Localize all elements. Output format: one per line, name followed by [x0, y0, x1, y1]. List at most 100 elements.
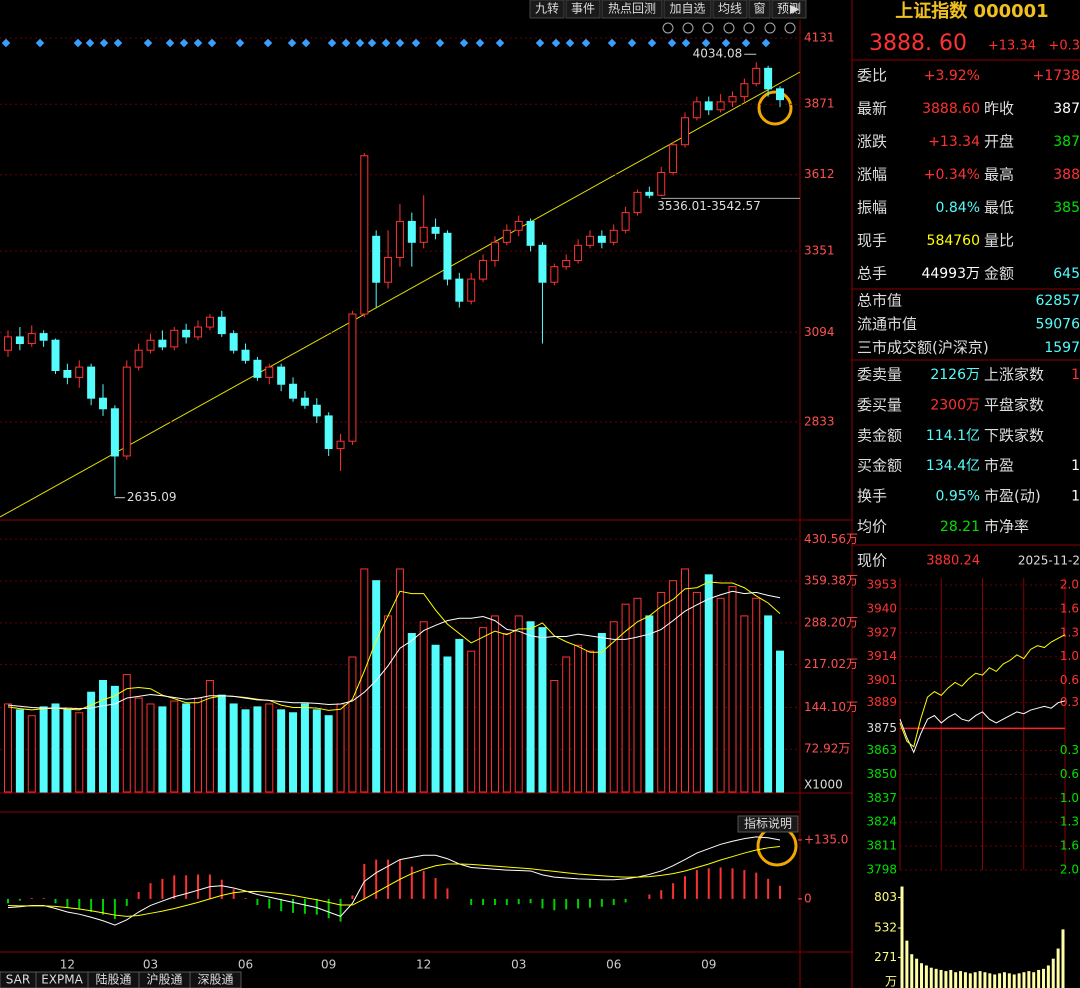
- event-marker[interactable]: [341, 38, 351, 48]
- event-marker[interactable]: [495, 38, 505, 48]
- event-marker[interactable]: [1, 38, 11, 48]
- toolbar-label[interactable]: 事件: [571, 2, 595, 16]
- pct-label: 2.0: [1060, 863, 1079, 877]
- row-label: 下跌家数: [984, 426, 1044, 444]
- volume-bar: [360, 568, 369, 793]
- toolbar-label[interactable]: 预测: [777, 2, 801, 16]
- event-marker[interactable]: [35, 38, 45, 48]
- volume-bar: [39, 706, 48, 793]
- row-value: +13.34: [928, 134, 980, 150]
- toolbar-arrow[interactable]: ▶: [790, 2, 800, 16]
- candle-body: [776, 88, 784, 101]
- toolbar-button[interactable]: [771, 0, 807, 19]
- macd-line: [7, 846, 781, 917]
- note[interactable]: 指标说明: [744, 816, 792, 831]
- event-marker[interactable]: [327, 38, 337, 48]
- event-marker[interactable]: [381, 38, 391, 48]
- tab-label[interactable]: EXPMA: [41, 973, 83, 987]
- icon[interactable]: [784, 22, 796, 34]
- tab-label[interactable]: 沪股通: [146, 973, 182, 987]
- event-marker[interactable]: [165, 38, 175, 48]
- icon[interactable]: [662, 22, 674, 34]
- y-tick-label: 144.10万: [804, 700, 858, 714]
- x-tick-label: 09: [701, 958, 716, 972]
- event-marker[interactable]: [287, 38, 297, 48]
- toolbar-label[interactable]: 均线: [718, 2, 742, 16]
- icon[interactable]: [764, 22, 776, 34]
- pct-label: 1.0: [1060, 649, 1079, 663]
- row-label: 卖金额: [857, 426, 902, 444]
- row-value: 28.21: [940, 519, 980, 535]
- toolbar-label[interactable]: 九转: [535, 1, 559, 16]
- toolbar-button[interactable]: [601, 0, 663, 19]
- event-marker[interactable]: [99, 38, 109, 48]
- volume-bar: [692, 591, 701, 793]
- row-value: 645: [1053, 266, 1080, 282]
- icon[interactable]: [743, 22, 755, 34]
- volume-bar: [122, 674, 131, 793]
- tool-icons[interactable]: [662, 22, 796, 34]
- annotation: 2635.09: [127, 490, 177, 504]
- tab-label[interactable]: 陆股通: [95, 972, 131, 987]
- y-tick-label: 3901: [866, 673, 897, 687]
- toolbar-label[interactable]: 热点回测: [608, 2, 656, 16]
- event-marker[interactable]: [143, 38, 153, 48]
- pct-label: 1.6: [1060, 601, 1079, 615]
- tab[interactable]: [189, 971, 242, 988]
- event-marker[interactable]: [207, 38, 217, 48]
- event-marker[interactable]: [395, 38, 405, 48]
- unit-label: 万: [885, 975, 897, 988]
- toolbar-button[interactable]: [565, 0, 601, 19]
- row-label: 最低: [984, 199, 1014, 217]
- tab-label[interactable]: 深股通: [197, 973, 233, 987]
- toolbar-button[interactable]: [529, 0, 565, 19]
- toolbar-button[interactable]: [712, 0, 748, 19]
- event-marker[interactable]: [355, 38, 365, 48]
- icon[interactable]: [682, 22, 694, 34]
- pct-label: 1.3: [1060, 625, 1079, 639]
- candle-body: [657, 171, 666, 196]
- volume-bar: [645, 615, 654, 793]
- volume-bar: [740, 615, 749, 793]
- unit-note: X1000: [804, 778, 843, 792]
- candle-body: [728, 96, 737, 103]
- event-marker[interactable]: [73, 38, 83, 48]
- event-marker[interactable]: [459, 38, 469, 48]
- event-marker[interactable]: [475, 38, 485, 48]
- volume-bar: [75, 712, 84, 793]
- row-label: 现手: [857, 232, 887, 250]
- event-marker[interactable]: [411, 38, 421, 48]
- y-tick-label: +135.0: [804, 832, 848, 846]
- icon[interactable]: [702, 22, 714, 34]
- event-marker[interactable]: [367, 38, 377, 48]
- event-marker[interactable]: [85, 38, 95, 48]
- pct-label: 2.0: [1060, 578, 1079, 592]
- row-value: 387: [1053, 101, 1080, 117]
- toolbar-label[interactable]: 加自选: [669, 2, 705, 16]
- y-tick-label: 3824: [866, 815, 897, 829]
- candle-body: [585, 235, 594, 246]
- toolbar-button[interactable]: [748, 0, 771, 19]
- volume-bar: [63, 709, 72, 793]
- volume-bar: [134, 697, 143, 793]
- toolbar-button[interactable]: [663, 0, 712, 19]
- event-marker[interactable]: [193, 38, 203, 48]
- candle-body: [680, 117, 689, 146]
- event-marker[interactable]: [263, 38, 273, 48]
- event-marker[interactable]: [179, 38, 189, 48]
- tab-label[interactable]: SAR: [6, 973, 30, 987]
- candle-body: [265, 366, 274, 378]
- event-marker[interactable]: [301, 38, 311, 48]
- event-marker[interactable]: [113, 38, 123, 48]
- x-tick-label: 09: [321, 958, 336, 972]
- note-box[interactable]: [737, 815, 799, 833]
- event-marker[interactable]: [235, 38, 245, 48]
- toolbar-label[interactable]: 窗: [753, 2, 765, 16]
- volume-bar: [372, 580, 381, 793]
- x-tick-label: 12: [60, 958, 75, 972]
- event-marker[interactable]: [435, 38, 445, 48]
- volume-bar: [597, 633, 606, 793]
- icon[interactable]: [723, 22, 735, 34]
- volume-bar: [324, 715, 333, 793]
- y-tick-label: 3940: [866, 601, 897, 615]
